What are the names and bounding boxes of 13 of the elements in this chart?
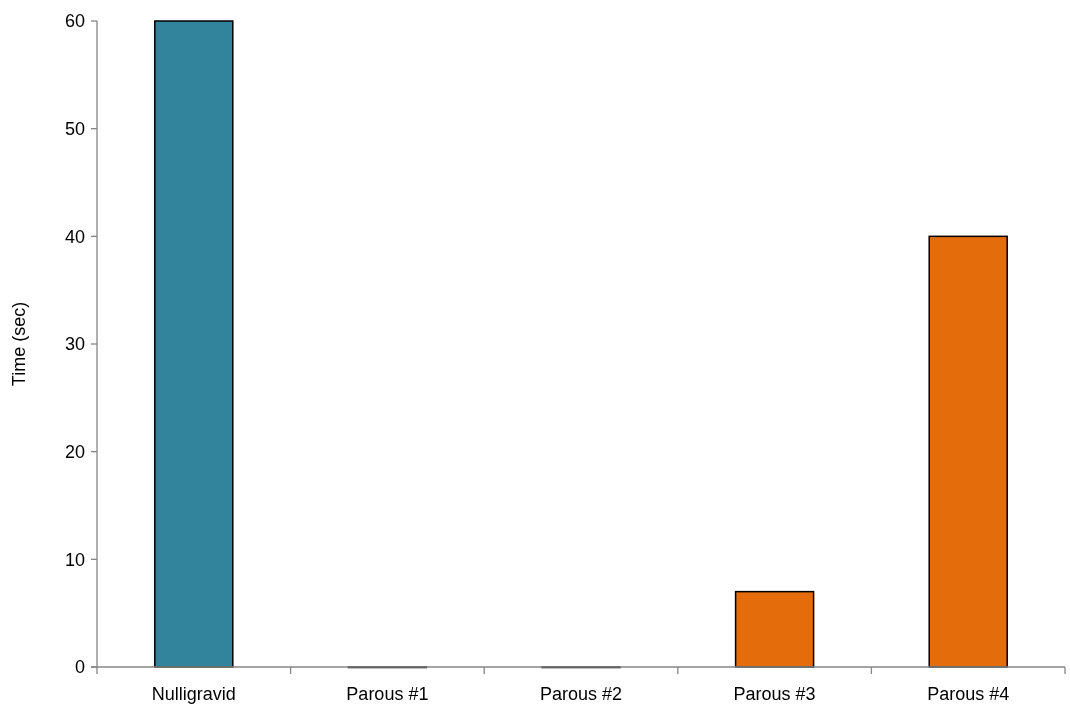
y-tick-label: 40 [64,226,85,247]
x-tick-label: Parous #2 [539,684,623,704]
y-tick-label: 30 [64,334,85,355]
y-axis-title: Time (sec) [9,301,29,387]
x-tick-label: Parous #4 [927,684,1010,704]
y-tick-label: 10 [64,549,85,570]
y-tick-label: 0 [74,657,85,678]
x-tick-label: Parous #3 [733,684,816,704]
x-tick-label: Nulligravid [151,684,236,704]
y-tick-label: 20 [64,441,85,462]
y-tick-label: 50 [64,118,85,139]
y-tick-label: 60 [64,11,85,32]
x-tick-label: Parous #1 [346,684,429,704]
